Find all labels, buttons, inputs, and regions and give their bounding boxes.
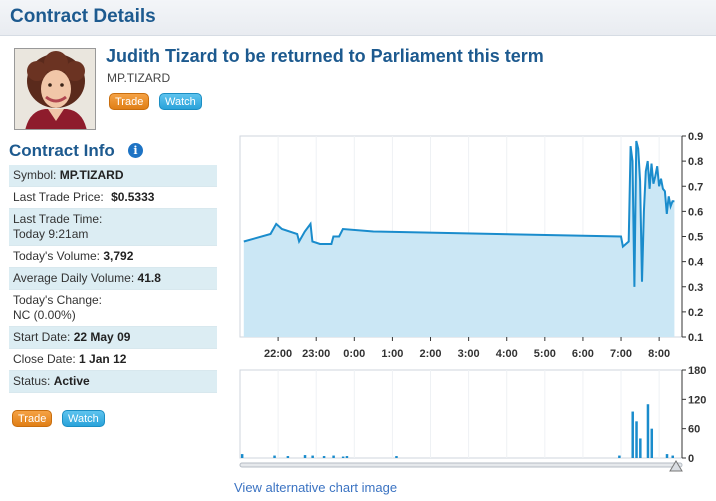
volume-y-tick-label: 180	[688, 365, 706, 377]
info-row-status: Status: Active	[9, 371, 217, 393]
price-y-tick-label: 0.4	[688, 257, 704, 269]
range-slider-track[interactable]	[239, 462, 683, 468]
info-value: MP.TIZARD	[59, 168, 124, 182]
info-row-todays-change: Today's Change: NC (0.00%)	[9, 290, 217, 327]
info-value: 22 May 09	[73, 330, 131, 344]
volume-y-tick-label: 60	[688, 424, 700, 436]
volume-bar	[273, 455, 276, 458]
info-label: Last Trade Time:	[13, 212, 103, 226]
info-label: Today's Change:	[13, 293, 103, 307]
contract-symbol: MP.TIZARD	[107, 71, 171, 85]
info-row-last-trade-price: Last Trade Price: $0.5333	[9, 187, 217, 209]
volume-bar	[322, 456, 326, 458]
x-tick-label: 22:00	[264, 348, 292, 360]
x-tick-label: 8:00	[648, 348, 670, 360]
info-value: 3,792	[103, 249, 134, 263]
x-tick-label: 0:00	[343, 348, 365, 360]
volume-bar	[635, 421, 638, 458]
x-tick-label: 5:00	[534, 348, 556, 360]
contract-title: Judith Tizard to be returned to Parliame…	[106, 46, 544, 66]
volume-bar	[286, 456, 290, 458]
price-chart-area: 0.1 0.2 0.3 0.4 0.5 0.6 0.7 0.8 0.9 22:00 23:00 0:0…	[238, 131, 716, 472]
info-value: Today 9:21am	[13, 227, 89, 241]
x-tick-label: 1:00	[381, 348, 403, 360]
volume-bar	[345, 456, 349, 458]
volume-bar	[341, 456, 345, 458]
price-y-tick-label: 0.7	[688, 181, 703, 193]
volume-bar	[631, 411, 634, 458]
price-y-tick-label: 0.3	[688, 282, 703, 294]
volume-bar	[332, 455, 335, 458]
info-label: Status:	[13, 374, 51, 388]
volume-bar	[303, 455, 307, 458]
info-value: NC (0.00%)	[13, 308, 76, 322]
info-watch-button[interactable]: Watch	[62, 410, 105, 427]
x-tick-label: 3:00	[458, 348, 480, 360]
volume-bar	[650, 428, 654, 458]
info-value: $0.5333	[111, 190, 155, 204]
trade-button[interactable]: Trade	[109, 93, 150, 110]
page-title: Contract Details	[10, 6, 156, 27]
price-area	[243, 141, 675, 337]
price-y-tick-label: 0.1	[688, 332, 703, 344]
x-tick-label: 23:00	[302, 348, 330, 360]
x-tick-label: 4:00	[496, 348, 518, 360]
info-value: 1 Jan 12	[79, 352, 127, 366]
volume-y-tick-label: 120	[688, 394, 706, 406]
price-y-tick-label: 0.5	[688, 232, 703, 244]
x-tick-label: 6:00	[572, 348, 594, 360]
contract-info-heading: Contract Info	[9, 141, 115, 160]
info-icon[interactable]: i	[128, 143, 143, 158]
contract-photo	[14, 48, 96, 130]
info-label: Today's Volume:	[13, 249, 101, 263]
range-slider-handle[interactable]	[669, 460, 683, 472]
info-label: Average Daily Volume:	[13, 271, 135, 285]
x-tick-label: 7:00	[610, 348, 632, 360]
portrait-image	[15, 49, 95, 129]
volume-bar	[395, 456, 398, 458]
contract-info-table: Symbol: MP.TIZARD Last Trade Price: $0.5…	[9, 165, 217, 393]
volume-bar	[240, 454, 244, 458]
info-row-start-date: Start Date: 22 May 09	[9, 327, 217, 349]
volume-bar	[646, 404, 650, 458]
price-chart: 0.1 0.2 0.3 0.4 0.5 0.6 0.7 0.8 0.9 22:00 23:00 0:0…	[239, 131, 706, 472]
price-y-tick-label: 0.8	[688, 156, 703, 168]
volume-bar	[639, 438, 642, 458]
header-bar: Contract Details	[0, 0, 716, 36]
info-label: Close Date:	[13, 352, 76, 366]
info-trade-button[interactable]: Trade	[12, 410, 53, 427]
price-y-tick-label: 0.9	[688, 132, 703, 143]
info-row-todays-volume: Today's Volume: 3,792	[9, 246, 217, 268]
volume-y-tick-label: 0	[688, 453, 694, 465]
price-line	[243, 140, 675, 287]
price-y-tick-label: 0.6	[688, 206, 703, 218]
info-row-close-date: Close Date: 1 Jan 12	[9, 349, 217, 371]
info-row-average-daily-volume: Average Daily Volume: 41.8	[9, 268, 217, 290]
info-value: 41.8	[137, 271, 161, 285]
price-y-tick-label: 0.2	[688, 307, 703, 319]
info-row-symbol: Symbol: MP.TIZARD	[9, 165, 217, 187]
x-tick-label: 2:00	[420, 348, 442, 360]
volume-bar	[618, 455, 621, 458]
info-label: Last Trade Price:	[13, 190, 104, 204]
watch-button[interactable]: Watch	[159, 93, 202, 110]
volume-plot-frame	[239, 369, 683, 459]
volume-bar	[311, 455, 314, 458]
volume-bar	[665, 454, 669, 458]
info-label: Start Date:	[13, 330, 71, 344]
info-row-last-trade-time: Last Trade Time: Today 9:21am	[9, 209, 217, 246]
volume-bar	[671, 455, 674, 458]
alternative-chart-link[interactable]: View alternative chart image	[234, 480, 398, 495]
info-label: Symbol:	[13, 168, 57, 182]
info-value: Active	[53, 374, 90, 388]
